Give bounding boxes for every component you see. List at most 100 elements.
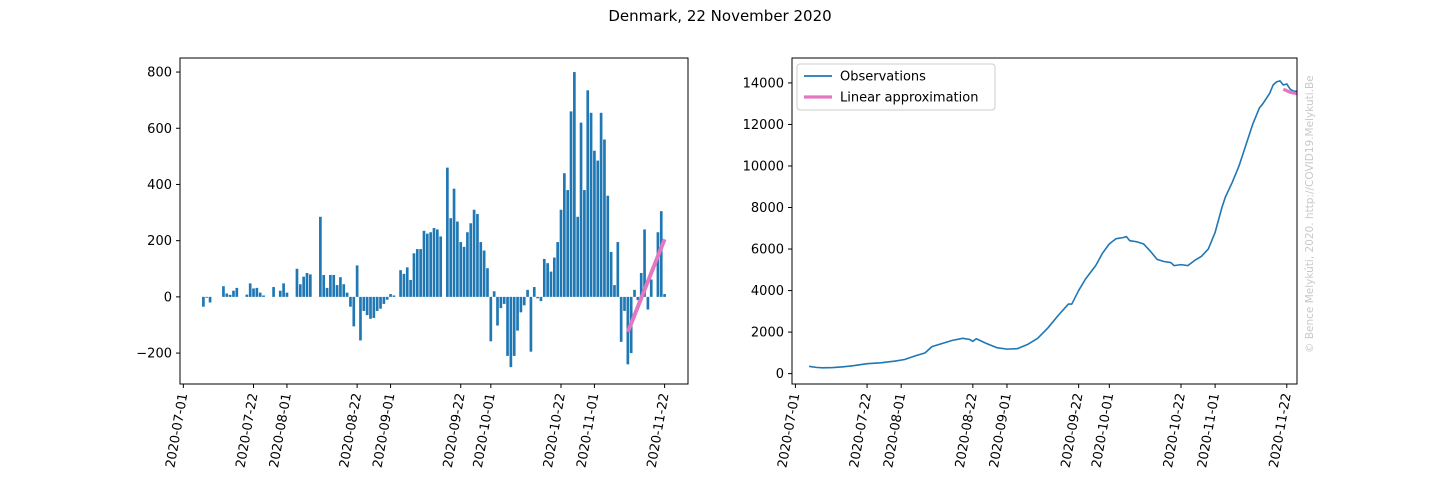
plot-area — [202, 72, 667, 368]
bar — [319, 216, 322, 297]
bar — [415, 249, 419, 297]
bar — [325, 287, 329, 297]
bar — [522, 296, 526, 306]
legend-frame — [796, 63, 996, 111]
x-tick-label: 2020-09-22 — [441, 392, 469, 469]
y-tick-label: 4000 — [751, 284, 784, 299]
bar — [252, 288, 255, 297]
bar — [359, 296, 362, 341]
bar — [639, 272, 643, 297]
bar — [656, 232, 660, 297]
bar — [542, 258, 546, 297]
x-tick-label: 2020-11-22 — [645, 392, 673, 469]
bar — [409, 280, 412, 297]
x-tick-label: 2020-07-01 — [775, 392, 803, 469]
bar — [526, 289, 529, 297]
y-tick-label: 600 — [147, 122, 172, 137]
bar — [636, 296, 640, 301]
bar — [576, 216, 580, 297]
bar — [596, 160, 600, 297]
y-tick-label: 0 — [776, 367, 784, 382]
bar — [305, 272, 309, 297]
bar — [436, 229, 439, 297]
y-tick-label: 800 — [147, 66, 172, 81]
bar — [342, 284, 346, 297]
bar — [496, 296, 499, 326]
bar — [512, 296, 516, 356]
bar — [609, 251, 613, 297]
bar — [459, 242, 463, 297]
bar — [603, 139, 606, 297]
x-tick-label: 2020-07-22 — [234, 392, 262, 469]
x-tick-label: 2020-09-01 — [987, 392, 1015, 469]
bar — [425, 233, 429, 297]
bar — [439, 236, 443, 297]
x-tick-label: 2020-08-22 — [953, 392, 981, 469]
bar — [385, 296, 389, 300]
y-tick-label: 12000 — [743, 118, 784, 133]
bar — [556, 242, 559, 297]
cumulative-panel: 0 2000 4000 6000 8000 10000 12000 14000 2020-07-… — [743, 57, 1298, 469]
bar — [492, 291, 496, 297]
bar — [365, 296, 369, 316]
x-tick-label: 2020-09-22 — [1059, 392, 1087, 469]
bar — [419, 249, 422, 297]
bar — [559, 209, 563, 297]
bar — [449, 218, 453, 297]
bar — [369, 296, 372, 319]
bar — [422, 230, 426, 297]
bar — [486, 268, 489, 297]
bar — [339, 277, 342, 297]
bar — [599, 112, 603, 297]
bar — [469, 223, 473, 297]
plot-area — [808, 80, 1297, 369]
bar — [502, 296, 506, 304]
watermark: © Bence Melykúti, 2020. http://COVID19.M… — [1304, 75, 1316, 353]
bar — [352, 296, 356, 327]
bar — [349, 296, 352, 307]
bar — [589, 112, 593, 297]
x-tick-label: 2020-10-01 — [1089, 392, 1117, 469]
bar — [429, 232, 432, 297]
x-tick-label: 2020-07-22 — [847, 392, 875, 469]
bar — [462, 246, 466, 297]
bar — [322, 274, 326, 297]
bar — [532, 287, 536, 297]
bar — [208, 296, 212, 303]
bar — [272, 287, 275, 297]
bar — [569, 111, 573, 297]
x-tick-label: 2020-09-01 — [371, 392, 399, 469]
bar — [282, 283, 285, 297]
bar — [476, 213, 479, 297]
bar — [285, 292, 289, 297]
bar — [382, 296, 386, 304]
bar — [529, 296, 533, 352]
bar — [405, 267, 409, 297]
bar — [566, 190, 570, 297]
bar — [222, 286, 225, 297]
x-tick-label: 2020-10-01 — [471, 392, 499, 469]
bar — [516, 296, 519, 331]
bar — [616, 242, 620, 297]
y-tick-label: 2000 — [751, 326, 784, 341]
bar — [549, 271, 553, 297]
bar — [399, 270, 402, 297]
bar — [649, 279, 653, 297]
bar — [659, 211, 663, 297]
legend-label: Observations — [840, 70, 926, 85]
x-tick-label: 2020-11-01 — [574, 392, 602, 469]
bar — [298, 284, 302, 297]
bar — [235, 287, 239, 297]
bar — [392, 295, 396, 297]
y-tick-label: 6000 — [751, 243, 784, 258]
bar — [613, 285, 616, 297]
bar — [432, 228, 436, 297]
bar — [583, 190, 586, 297]
bar — [482, 250, 486, 297]
x-tick-label: 2020-11-22 — [1267, 392, 1295, 469]
bar — [232, 290, 235, 297]
bar — [335, 285, 339, 297]
bar — [586, 90, 590, 297]
bar — [646, 296, 650, 310]
bar — [402, 273, 406, 297]
